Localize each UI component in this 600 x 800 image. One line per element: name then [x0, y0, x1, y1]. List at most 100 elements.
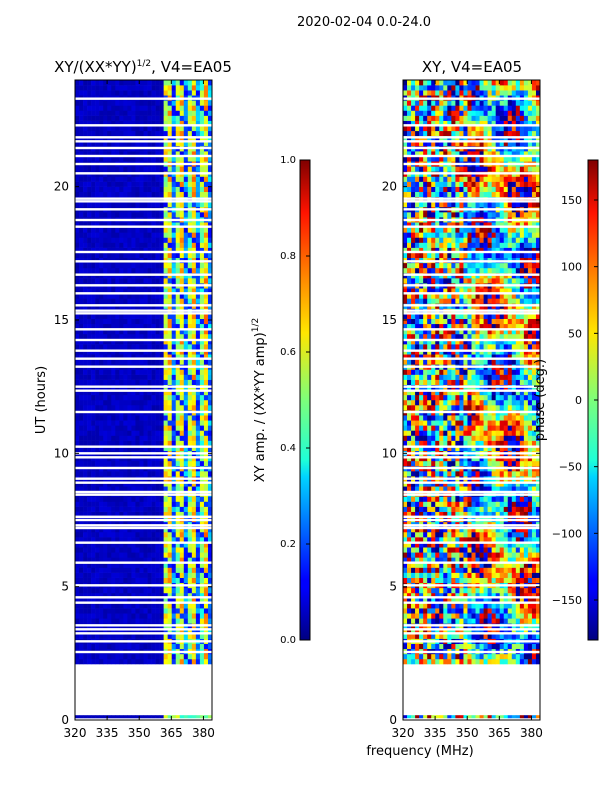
- heatmap-cell: [139, 633, 144, 639]
- heatmap-cell: [163, 120, 168, 127]
- heatmap-cell: [147, 526, 152, 533]
- heatmap-cell: [119, 140, 124, 147]
- heatmap-cell: [139, 156, 144, 162]
- heatmap-cell: [475, 653, 480, 660]
- heatmap-cell: [511, 552, 517, 558]
- heatmap-cell: [159, 222, 164, 228]
- heatmap-cell: [179, 338, 185, 345]
- heatmap-cell: [207, 354, 213, 360]
- heatmap-cell: [175, 435, 181, 441]
- heatmap-cell: [411, 613, 416, 619]
- heatmap-cell: [163, 486, 168, 492]
- heatmap-cell: [107, 577, 112, 584]
- heatmap-cell: [443, 658, 448, 665]
- heatmap-cell: [111, 237, 116, 243]
- heatmap-cell: [123, 430, 128, 436]
- heatmap-cell: [155, 191, 160, 198]
- heatmap-cell: [131, 547, 136, 553]
- heatmap-cell: [119, 471, 124, 477]
- heatmap-cell: [191, 526, 197, 533]
- heatmap-cell: [115, 344, 120, 350]
- heatmap-cell: [131, 140, 136, 147]
- heatmap-cell: [151, 597, 156, 604]
- heatmap-cell: [187, 613, 193, 619]
- heatmap-cell: [163, 567, 168, 573]
- heatmap-cell: [139, 440, 144, 446]
- heatmap-cell: [155, 85, 160, 91]
- heatmap-cell: [187, 125, 193, 132]
- heatmap-cell: [91, 140, 96, 147]
- heatmap-cell: [147, 242, 152, 248]
- heatmap-cell: [95, 85, 100, 91]
- heatmap-cell: [103, 359, 108, 365]
- heatmap-cell: [143, 176, 148, 182]
- heatmap-cell: [115, 227, 120, 233]
- heatmap-cell: [191, 425, 197, 431]
- heatmap-cell: [483, 587, 488, 594]
- heatmap-cell: [79, 359, 84, 365]
- heatmap-cell: [147, 587, 152, 594]
- heatmap-cell: [483, 552, 488, 558]
- heatmap-cell: [143, 344, 148, 350]
- heatmap-cell: [455, 603, 460, 609]
- heatmap-cell: [111, 552, 116, 558]
- heatmap-cell: [527, 552, 533, 558]
- heatmap-cell: [467, 603, 472, 609]
- heatmap-cell: [203, 608, 209, 614]
- heatmap-cell: [107, 471, 112, 477]
- heatmap-cell: [151, 603, 156, 609]
- heatmap-cell: [491, 618, 496, 624]
- heatmap-cell: [199, 557, 205, 563]
- heatmap-cell: [483, 613, 488, 619]
- heatmap-cell: [167, 237, 173, 243]
- heatmap-cell: [91, 227, 96, 233]
- heatmap-cell: [151, 526, 156, 533]
- heatmap-cell: [75, 608, 80, 614]
- heatmap-cell: [403, 567, 408, 573]
- heatmap-cell: [191, 156, 197, 162]
- heatmap-cell: [151, 531, 156, 538]
- heatmap-cell: [99, 130, 104, 137]
- heatmap-cell: [475, 531, 480, 538]
- heatmap-cell: [519, 572, 525, 578]
- heatmap-cell: [99, 232, 104, 238]
- heatmap-cell: [187, 633, 193, 639]
- heatmap-cell: [135, 344, 140, 350]
- heatmap-cell: [79, 344, 84, 350]
- heatmap-cell: [503, 608, 509, 614]
- heatmap-cell: [427, 658, 432, 665]
- heatmap-cell: [507, 618, 513, 624]
- heatmap-cell: [79, 222, 84, 228]
- heatmap-cell: [143, 603, 148, 609]
- heatmap-cell: [511, 643, 517, 650]
- heatmap-cell: [87, 440, 92, 446]
- heatmap-cell: [135, 506, 140, 512]
- heatmap-cell: [135, 115, 140, 121]
- heatmap-cell: [95, 181, 100, 187]
- heatmap-cell: [119, 166, 124, 172]
- heatmap-cell: [127, 318, 132, 325]
- heatmap-cell: [499, 603, 505, 609]
- heatmap-cell: [187, 471, 193, 477]
- heatmap-cell: [167, 628, 173, 634]
- heatmap-cell: [163, 394, 168, 401]
- heatmap-cell: [467, 618, 472, 624]
- heatmap-cell: [167, 176, 173, 182]
- heatmap-cell: [115, 328, 120, 335]
- heatmap-cell: [75, 430, 80, 436]
- heatmap-cell: [171, 252, 177, 259]
- heatmap-cell: [87, 496, 92, 502]
- heatmap-cell: [95, 323, 100, 330]
- heatmap-cell: [95, 125, 100, 132]
- heatmap-cell: [135, 547, 140, 553]
- heatmap-cell: [175, 592, 181, 599]
- heatmap-cell: [83, 125, 88, 132]
- heatmap-cell: [195, 191, 201, 198]
- heatmap-cell: [203, 313, 209, 319]
- heatmap-cell: [103, 328, 108, 335]
- heatmap-cell: [423, 577, 428, 584]
- heatmap-cell: [175, 658, 181, 665]
- heatmap-cell: [167, 603, 173, 609]
- heatmap-cell: [187, 577, 193, 584]
- heatmap-cell: [415, 613, 420, 619]
